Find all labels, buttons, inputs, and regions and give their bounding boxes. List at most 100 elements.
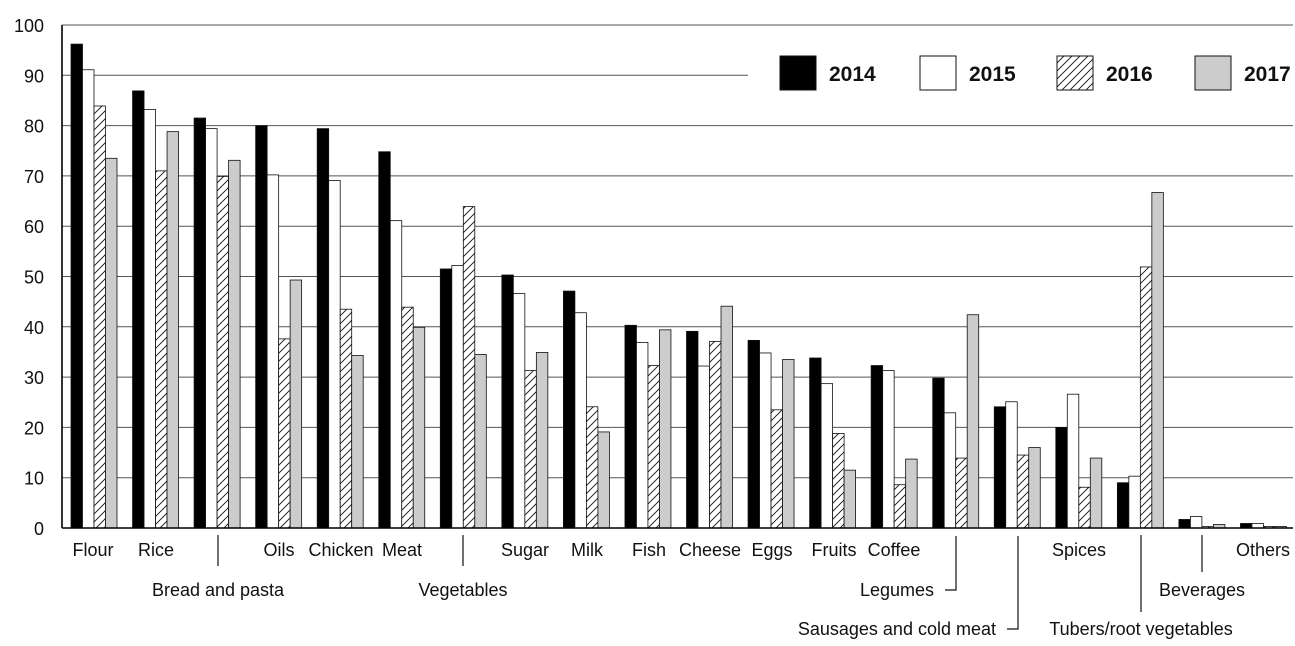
- bar-2014-5: [378, 151, 391, 529]
- bar-2014-2: [193, 117, 207, 529]
- bar-2017-1: [166, 131, 179, 529]
- bar-2016-8: [586, 406, 599, 529]
- bar-2015-12: [820, 383, 833, 529]
- category-label: Tubers/root vegetables: [1049, 619, 1232, 639]
- bar-2014-7: [501, 274, 514, 529]
- bar-2014-13: [870, 365, 884, 529]
- bar-2016-12: [832, 433, 845, 529]
- bar-2014-18: [1178, 519, 1191, 529]
- category-label: Flour: [72, 540, 113, 560]
- category-label: Chicken: [308, 540, 373, 560]
- bar-2014-14: [932, 377, 945, 529]
- bar-2015-5: [389, 220, 403, 529]
- legend-label-2014: 2014: [829, 63, 876, 86]
- y-tick-label: 10: [24, 469, 44, 489]
- bar-2015-8: [574, 312, 587, 529]
- bar-2017-0: [105, 157, 118, 529]
- bar-2015-18: [1190, 516, 1203, 529]
- bar-2014-16: [1055, 426, 1068, 529]
- bar-2014-8: [563, 290, 576, 529]
- category-label: Fish: [632, 540, 666, 560]
- legend-label-2016: 2016: [1106, 63, 1153, 86]
- y-tick-label: 60: [24, 217, 44, 237]
- category-label: Fruits: [812, 540, 857, 560]
- y-tick-label: 20: [24, 418, 44, 438]
- bar-2017-3: [289, 279, 303, 529]
- category-label: Sugar: [501, 540, 549, 560]
- bar-2016-3: [278, 338, 291, 529]
- bar-2016-11: [770, 409, 783, 529]
- category-label: Spices: [1052, 540, 1106, 560]
- category-label: Bread and pasta: [152, 580, 285, 600]
- category-label: Coffee: [868, 540, 921, 560]
- bar-2014-17: [1116, 482, 1130, 529]
- legend-swatch-2015: [919, 55, 957, 91]
- bar-2017-6: [474, 354, 487, 529]
- bar-2016-16: [1078, 486, 1091, 529]
- y-tick-label: 80: [24, 117, 44, 137]
- category-label: Eggs: [751, 540, 792, 560]
- bar-2014-15: [993, 406, 1007, 529]
- legend: 2014 2015 2016 2017: [779, 55, 1291, 91]
- bar-2016-4: [339, 308, 353, 529]
- y-tick-label: 0: [34, 519, 44, 539]
- legend-swatch-2017: [1194, 55, 1232, 91]
- category-label: Sausages and cold meat: [798, 619, 996, 639]
- axes: [61, 25, 1293, 529]
- y-tick-label: 90: [24, 66, 44, 86]
- bar-2016-15: [1016, 454, 1030, 529]
- bar-2016-0: [93, 105, 106, 529]
- bar-2016-13: [893, 484, 907, 529]
- bar-2014-11: [747, 339, 760, 529]
- category-leader-line: [1007, 536, 1019, 630]
- y-tick-labels: 0 10 20 30 40 50 60 70 80 90 100: [14, 16, 44, 539]
- bar-2015-14: [943, 412, 957, 529]
- bar-2015-4: [328, 180, 341, 529]
- bar-2014-6: [439, 268, 453, 529]
- legend-swatch-2016: [1056, 55, 1094, 91]
- bar-2014-3: [255, 125, 268, 529]
- bar-2015-15: [1005, 401, 1018, 529]
- y-tick-label: 40: [24, 318, 44, 338]
- bar-2017-12: [843, 469, 856, 529]
- legend-swatch-2014: [779, 55, 817, 91]
- bar-2015-3: [266, 174, 280, 529]
- bar-2016-9: [647, 365, 660, 529]
- bar-2014-10: [686, 330, 699, 529]
- bar-2016-7: [524, 370, 537, 529]
- category-label: Rice: [138, 540, 174, 560]
- y-tick-label: 30: [24, 368, 44, 388]
- bar-2015-13: [882, 370, 895, 529]
- bar-2017-11: [782, 359, 795, 529]
- bar-2017-16: [1089, 457, 1103, 529]
- bar-2016-10: [709, 340, 722, 529]
- category-leader-line: [945, 536, 957, 591]
- y-tick-label: 70: [24, 167, 44, 187]
- bar-2017-4: [351, 355, 364, 529]
- bar-2016-2: [216, 176, 230, 529]
- bar-2017-17: [1151, 192, 1164, 529]
- bar-2017-14: [966, 314, 980, 529]
- bar-2017-5: [412, 326, 426, 529]
- bar-2016-14: [955, 457, 968, 529]
- gridlines: [62, 24, 1293, 479]
- bar-2017-7: [535, 352, 549, 529]
- category-label: Cheese: [679, 540, 741, 560]
- bar-2017-2: [228, 159, 241, 529]
- bar-2015-2: [205, 128, 218, 529]
- bar-2016-17: [1139, 266, 1153, 529]
- bar-2016-1: [155, 170, 168, 529]
- bar-2015-10: [697, 365, 710, 529]
- bar-2015-9: [636, 341, 649, 529]
- bar-2017-13: [905, 458, 918, 529]
- bar-2017-9: [659, 329, 672, 529]
- category-label: Oils: [264, 540, 295, 560]
- bar-2014-1: [132, 90, 145, 529]
- legend-label-2017: 2017: [1244, 63, 1291, 86]
- bar-2015-11: [759, 352, 772, 529]
- bar-2014-9: [624, 324, 637, 529]
- legend-label-2015: 2015: [969, 63, 1016, 86]
- x-category-labels: Flour Rice Bread and pasta Oils Chicken Meat V…: [72, 535, 1290, 639]
